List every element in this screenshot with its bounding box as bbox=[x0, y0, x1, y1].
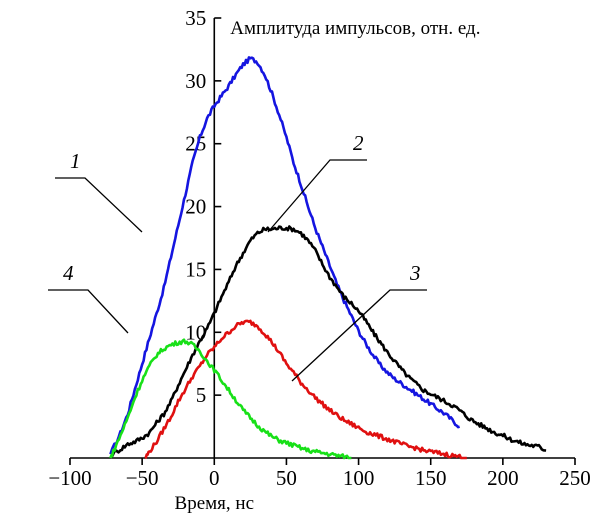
x-axis-title: Время, нс bbox=[175, 493, 254, 514]
ticks: −100 −50 0 50 100 150 200 250 5 10 15 20 25 30 35 bbox=[48, 6, 590, 490]
series-callout-line-4 bbox=[48, 289, 129, 334]
series-label-3: 3 bbox=[409, 261, 421, 285]
x-tick-label: 0 bbox=[209, 466, 220, 490]
series-labels: 1 2 3 4 bbox=[48, 131, 427, 382]
x-tick-label: 200 bbox=[487, 466, 519, 490]
y-tick-label: 35 bbox=[185, 6, 206, 30]
series-line-4 bbox=[109, 338, 352, 460]
series-line-3 bbox=[144, 319, 467, 460]
series-label-1: 1 bbox=[70, 149, 81, 173]
y-tick-label: 20 bbox=[185, 195, 206, 219]
series-label-4: 4 bbox=[63, 261, 74, 285]
x-tick-label: −50 bbox=[126, 466, 159, 490]
y-tick-label: 25 bbox=[185, 132, 206, 156]
series-line-1 bbox=[109, 56, 461, 455]
x-tick-label: 150 bbox=[415, 466, 447, 490]
series bbox=[109, 56, 547, 460]
x-tick-label: −100 bbox=[48, 466, 91, 490]
series-label-2: 2 bbox=[353, 131, 364, 155]
y-tick-label: 15 bbox=[185, 257, 206, 281]
x-tick-label: 100 bbox=[343, 466, 375, 490]
series-callout-line-1 bbox=[55, 177, 143, 233]
x-tick-label: 250 bbox=[559, 466, 591, 490]
y-axis-title: Амплитуда импульсов, отн. ед. bbox=[230, 18, 480, 39]
y-tick-label: 10 bbox=[185, 320, 206, 344]
series-callout-line-3 bbox=[291, 289, 427, 382]
series-callout-line-2 bbox=[267, 159, 367, 233]
axes bbox=[70, 18, 575, 459]
series-line-2 bbox=[110, 225, 547, 458]
y-tick-label: 30 bbox=[185, 69, 206, 93]
x-tick-label: 50 bbox=[276, 466, 297, 490]
y-tick-label: 5 bbox=[196, 383, 207, 407]
